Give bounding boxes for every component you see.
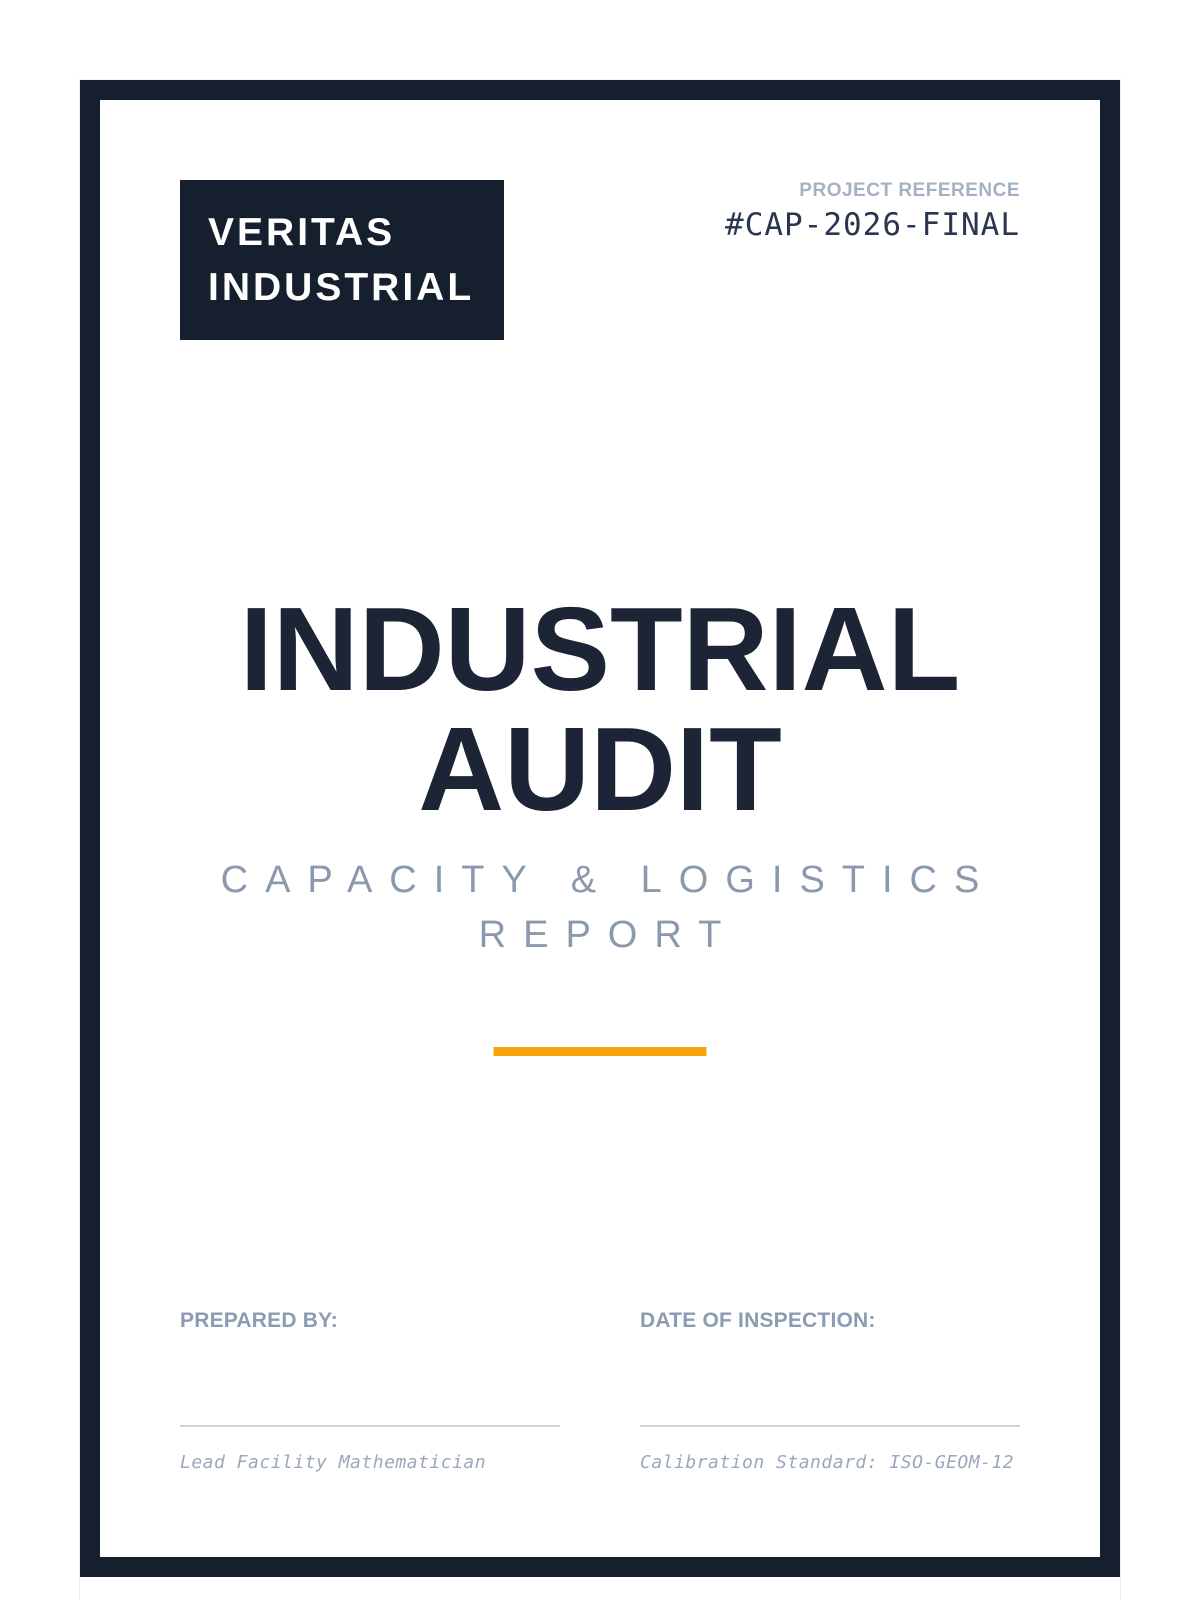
report-title-line-1: INDUSTRIAL bbox=[239, 583, 961, 716]
inspection-date-signature-line bbox=[640, 1425, 1020, 1427]
inspection-date-block: DATE OF INSPECTION: Calibration Standard… bbox=[640, 1309, 1020, 1509]
accent-divider bbox=[493, 1047, 707, 1056]
prepared-by-block: PREPARED BY: Lead Facility Mathematician bbox=[180, 1309, 560, 1509]
project-reference-code: #CAP-2026-FINAL bbox=[725, 207, 1020, 243]
report-subtitle-line-2: REPORT bbox=[478, 914, 739, 956]
report-title-line-2: AUDIT bbox=[418, 703, 782, 836]
company-logo: VERITAS INDUSTRIAL bbox=[180, 180, 504, 340]
report-title: INDUSTRIAL AUDIT bbox=[80, 590, 1120, 830]
prepared-by-note: Lead Facility Mathematician bbox=[180, 1452, 487, 1473]
project-reference: PROJECT REFERENCE #CAP-2026-FINAL bbox=[725, 180, 1020, 243]
logo-line-2: INDUSTRIAL bbox=[208, 266, 475, 309]
inspection-date-label: DATE OF INSPECTION: bbox=[640, 1309, 876, 1332]
project-reference-label: PROJECT REFERENCE bbox=[799, 180, 1020, 201]
report-subtitle-line-1: CAPACITY & LOGISTICS bbox=[220, 859, 997, 901]
logo-line-1: VERITAS bbox=[208, 211, 396, 254]
inspection-note: Calibration Standard: ISO-GEOM-12 bbox=[640, 1452, 1015, 1473]
prepared-by-signature-line bbox=[180, 1425, 560, 1427]
document-page: VERITAS INDUSTRIAL PROJECT REFERENCE #CA… bbox=[80, 80, 1120, 1600]
prepared-by-label: PREPARED BY: bbox=[180, 1309, 338, 1332]
report-subtitle: CAPACITY & LOGISTICS REPORT bbox=[80, 853, 1120, 963]
page-border-frame bbox=[80, 80, 1120, 1577]
